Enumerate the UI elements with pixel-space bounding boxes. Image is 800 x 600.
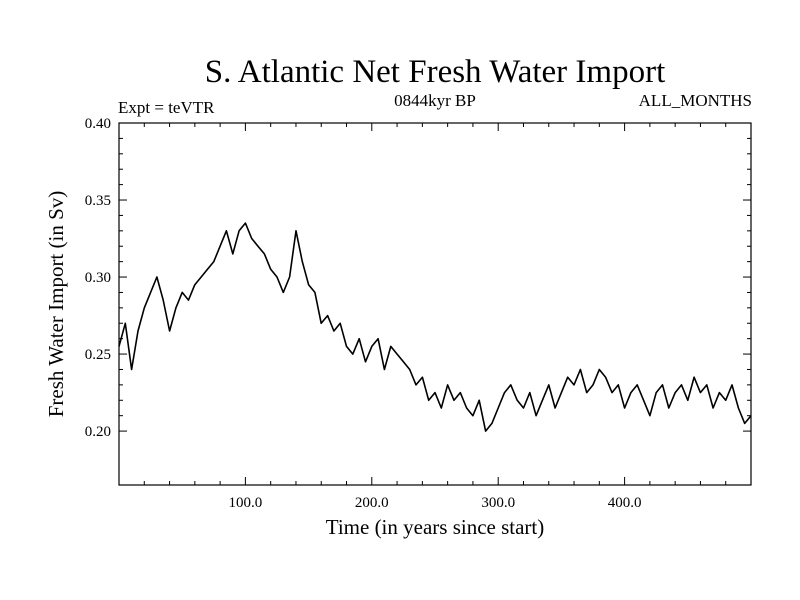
- y-tick-label: 0.40: [85, 116, 111, 132]
- time-period-label: 0844kyr BP: [394, 91, 476, 110]
- y-tick-label: 0.20: [85, 424, 111, 440]
- months-label: ALL_MONTHS: [639, 91, 752, 110]
- x-tick-label: 200.0: [355, 495, 389, 511]
- y-axis-label: Fresh Water Import (in Sv): [44, 191, 68, 418]
- x-tick-label: 300.0: [481, 495, 515, 511]
- experiment-label: Expt = teVTR: [118, 98, 215, 117]
- x-tick-label: 100.0: [229, 495, 263, 511]
- chart-title: S. Atlantic Net Fresh Water Import: [205, 54, 666, 90]
- y-axis: 0.20 0.25 0.30 0.35 0.40: [85, 116, 751, 440]
- x-axis: 100.0 200.0 300.0 400.0: [143, 123, 727, 511]
- x-axis-label: Time (in years since start): [326, 515, 545, 539]
- y-tick-label: 0.25: [85, 347, 111, 363]
- x-tick-label: 400.0: [608, 495, 642, 511]
- y-tick-label: 0.35: [85, 193, 111, 209]
- series-line: [118, 222, 752, 432]
- plot-frame: [118, 122, 752, 486]
- y-tick-label: 0.30: [85, 270, 111, 286]
